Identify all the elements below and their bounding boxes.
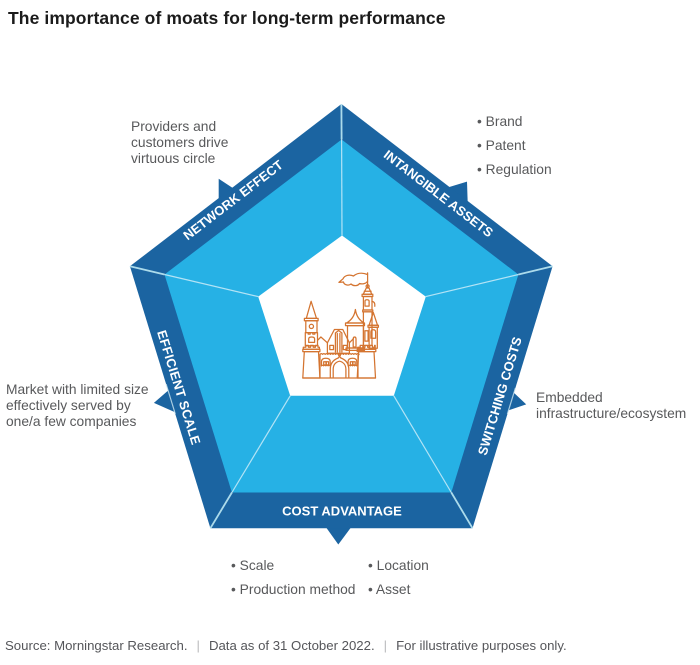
svg-text:COST ADVANTAGE: COST ADVANTAGE [282,504,402,519]
